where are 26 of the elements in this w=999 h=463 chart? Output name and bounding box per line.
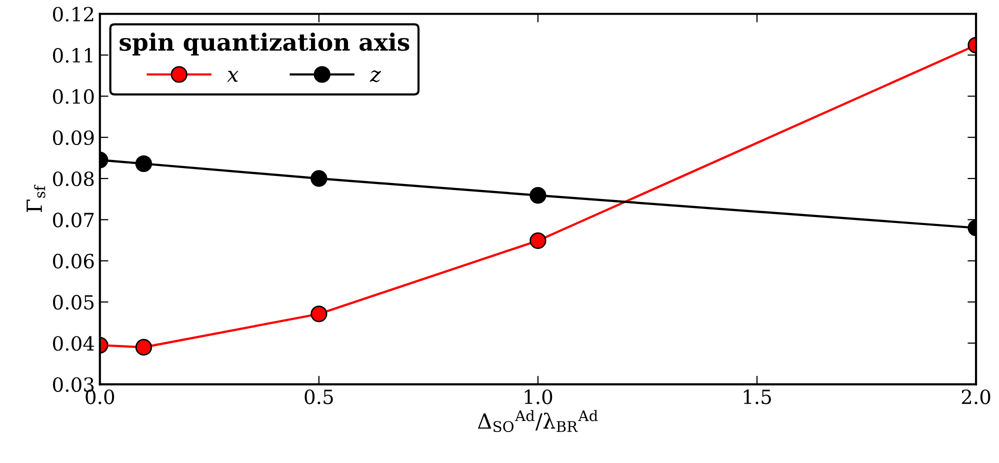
point: [530, 232, 546, 249]
y-tick-label: 0.06: [53, 254, 94, 268]
x-tick-label: 0.5: [304, 389, 333, 404]
x-tick-label: 1.5: [744, 389, 771, 404]
y-tick-label: 0.10: [53, 89, 94, 104]
x-tick-label: 2.0: [962, 389, 990, 404]
x-axis-title: Δ$_{SO}$$^{Ad}$/λ$_{BR}$$^{Ad}$: [478, 410, 598, 432]
point: [310, 170, 328, 187]
point: [310, 306, 328, 322]
legend-title: spin quantization axis: [120, 32, 410, 56]
y-tick-label: 0.03: [53, 377, 94, 392]
legend-label: z: [370, 70, 382, 82]
y-tick-label: 0.04: [53, 336, 94, 351]
x-tick-label: 1.0: [524, 389, 552, 404]
y-axis-title: Γ$_{sf}$: [26, 184, 46, 212]
y-tick-label: 0.12: [53, 6, 94, 22]
legend-label: x: [227, 70, 238, 82]
point: [135, 338, 152, 356]
point: [530, 187, 546, 204]
y-tick-label: 0.07: [53, 212, 94, 228]
y-tick-label: 0.09: [53, 130, 94, 146]
y-tick-label: 0.05: [53, 294, 94, 310]
point: [135, 155, 152, 172]
x-tick-label: 0.0: [86, 389, 114, 404]
y-tick-label: 0.11: [53, 48, 92, 63]
y-tick-label: 0.08: [53, 171, 94, 186]
